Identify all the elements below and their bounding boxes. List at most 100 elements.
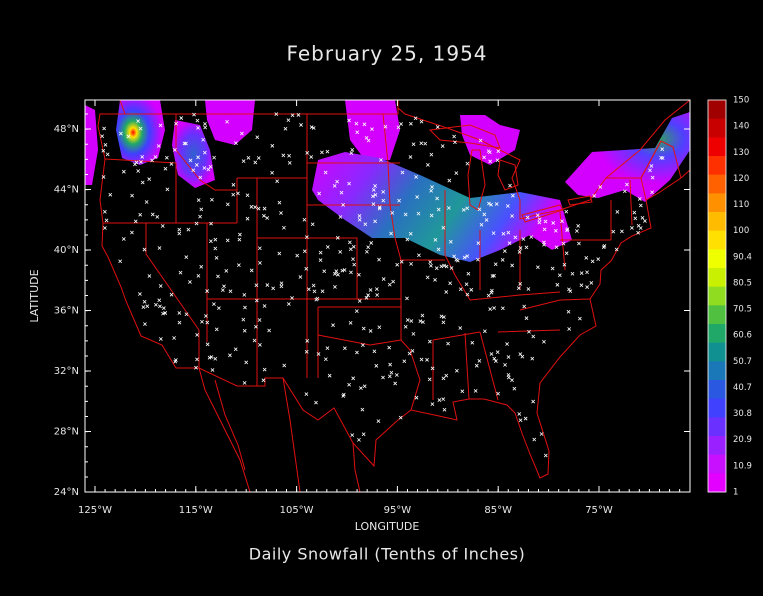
station-marker bbox=[274, 112, 279, 116]
station-marker bbox=[492, 306, 497, 310]
colorbar-swatch bbox=[708, 454, 726, 474]
station-marker bbox=[502, 249, 507, 253]
station-marker bbox=[139, 160, 143, 164]
station-marker bbox=[371, 202, 376, 206]
station-marker bbox=[231, 182, 236, 187]
station-marker bbox=[458, 287, 463, 292]
station-marker bbox=[517, 412, 522, 416]
station-marker bbox=[270, 143, 275, 148]
station-marker bbox=[241, 317, 246, 322]
station-marker bbox=[210, 368, 215, 372]
station-marker bbox=[439, 264, 444, 269]
station-marker bbox=[387, 345, 392, 350]
y-tick-label: 44°N bbox=[54, 185, 79, 196]
station-marker bbox=[585, 270, 589, 275]
station-marker bbox=[490, 274, 495, 278]
station-marker bbox=[465, 292, 470, 297]
station-marker bbox=[325, 149, 330, 154]
y-tick-label: 24°N bbox=[54, 487, 79, 498]
station-marker bbox=[636, 223, 641, 228]
station-marker bbox=[126, 134, 131, 139]
station-marker bbox=[205, 342, 210, 347]
colorbar-swatch bbox=[708, 473, 726, 493]
station-marker bbox=[194, 163, 199, 167]
colorbar-swatch bbox=[708, 305, 726, 325]
station-marker bbox=[364, 136, 369, 140]
x-tick-label: 125°W bbox=[78, 505, 112, 516]
station-marker bbox=[163, 166, 168, 171]
station-marker bbox=[377, 325, 382, 330]
station-marker bbox=[188, 280, 192, 284]
station-marker bbox=[492, 356, 497, 361]
station-marker bbox=[460, 389, 465, 394]
colorbar: 150 140 130 120 110 100 90.4 80.5 70.5 60.6 50.7 40… bbox=[707, 96, 752, 498]
station-marker bbox=[489, 202, 493, 207]
station-marker bbox=[102, 126, 107, 131]
station-marker bbox=[243, 305, 247, 310]
y-tick-label: 40°N bbox=[54, 245, 79, 256]
station-marker bbox=[199, 264, 204, 269]
station-marker bbox=[596, 257, 601, 262]
station-marker bbox=[265, 216, 270, 220]
colorbar-label: 80.5 bbox=[733, 278, 752, 288]
station-marker bbox=[659, 155, 663, 160]
station-marker bbox=[462, 255, 467, 260]
station-marker bbox=[341, 392, 346, 397]
colorbar-label: 150 bbox=[733, 96, 749, 106]
station-marker bbox=[177, 311, 182, 315]
station-marker bbox=[425, 162, 430, 167]
snow-area bbox=[116, 100, 165, 165]
station-marker bbox=[444, 373, 449, 378]
station-marker bbox=[441, 225, 446, 230]
station-marker bbox=[510, 214, 514, 218]
station-marker bbox=[182, 141, 187, 146]
station-marker bbox=[196, 273, 201, 278]
station-marker bbox=[253, 205, 258, 210]
station-marker bbox=[101, 148, 106, 153]
station-marker bbox=[487, 201, 491, 206]
station-marker bbox=[105, 152, 110, 157]
station-marker bbox=[145, 304, 150, 309]
station-marker bbox=[262, 206, 267, 211]
station-marker bbox=[524, 316, 529, 321]
station-marker bbox=[262, 213, 266, 218]
station-marker bbox=[370, 127, 374, 132]
station-marker bbox=[296, 113, 301, 117]
station-marker bbox=[453, 140, 457, 145]
colorbar-swatch bbox=[708, 156, 726, 176]
station-marker bbox=[355, 130, 360, 135]
station-marker bbox=[535, 265, 540, 270]
station-marker bbox=[557, 273, 562, 278]
colorbar-label: 20.9 bbox=[733, 435, 752, 445]
station-marker bbox=[566, 309, 571, 314]
station-marker bbox=[625, 182, 629, 187]
station-marker bbox=[257, 318, 262, 322]
station-marker bbox=[198, 175, 203, 180]
station-marker bbox=[377, 205, 382, 210]
station-marker bbox=[357, 214, 362, 218]
station-marker bbox=[304, 266, 309, 271]
station-marker bbox=[206, 167, 211, 172]
station-marker bbox=[191, 168, 196, 173]
station-marker bbox=[400, 170, 405, 175]
station-marker bbox=[299, 123, 303, 127]
station-marker bbox=[104, 218, 109, 223]
station-marker bbox=[598, 185, 603, 189]
station-marker bbox=[195, 118, 200, 123]
station-marker bbox=[140, 180, 145, 185]
station-marker bbox=[118, 131, 123, 136]
station-marker bbox=[447, 178, 452, 183]
station-marker bbox=[204, 314, 208, 318]
station-marker bbox=[423, 141, 428, 146]
station-marker bbox=[636, 230, 641, 235]
colorbar-swatch bbox=[708, 380, 726, 400]
station-marker bbox=[252, 338, 257, 343]
station-marker bbox=[347, 240, 352, 245]
station-marker bbox=[100, 134, 105, 139]
station-marker bbox=[158, 284, 163, 288]
station-marker bbox=[225, 202, 230, 207]
station-marker bbox=[622, 189, 627, 194]
station-marker bbox=[555, 282, 560, 287]
station-marker bbox=[486, 293, 491, 298]
station-marker bbox=[355, 350, 359, 355]
